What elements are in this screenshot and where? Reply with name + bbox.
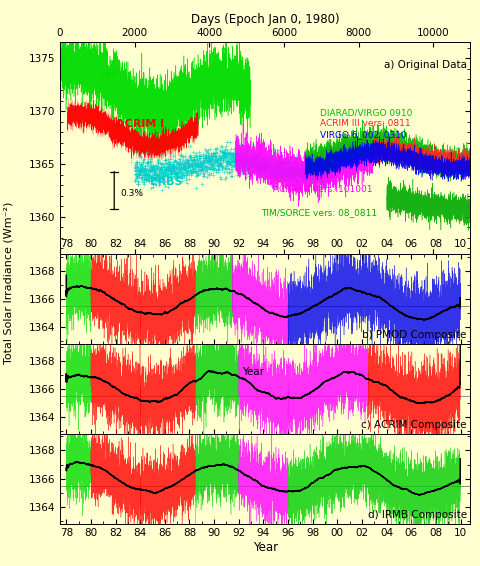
Text: b) PMOD Composite: b) PMOD Composite: [361, 330, 466, 340]
Text: HF: HF: [101, 69, 118, 79]
Text: a) Original Data: a) Original Data: [383, 61, 466, 70]
Text: TIM/SORCE vers: 08_0811: TIM/SORCE vers: 08_0811: [261, 208, 377, 217]
Text: Total Solar Irradiance (Wm⁻²): Total Solar Irradiance (Wm⁻²): [4, 202, 13, 364]
Text: VIRGO 6_002_0310: VIRGO 6_002_0310: [320, 131, 407, 140]
Text: ERBS: ERBS: [149, 177, 182, 187]
Text: d) IRMB Composite: d) IRMB Composite: [367, 510, 466, 520]
Text: c) ACRIM Composite: c) ACRIM Composite: [360, 420, 466, 430]
Text: 0.3%: 0.3%: [120, 188, 143, 198]
Text: DIARAD/VIRGO 0910: DIARAD/VIRGO 0910: [320, 108, 412, 117]
Text: ACRIM II vers: 101001: ACRIM II vers: 101001: [272, 186, 372, 195]
X-axis label: Days (Epoch Jan 0, 1980): Days (Epoch Jan 0, 1980): [191, 14, 339, 27]
Text: ACRIM I: ACRIM I: [116, 119, 164, 129]
Text: ACRIM III vers: 0811: ACRIM III vers: 0811: [320, 119, 410, 128]
Text: Year: Year: [242, 367, 264, 376]
X-axis label: Year: Year: [252, 541, 277, 554]
